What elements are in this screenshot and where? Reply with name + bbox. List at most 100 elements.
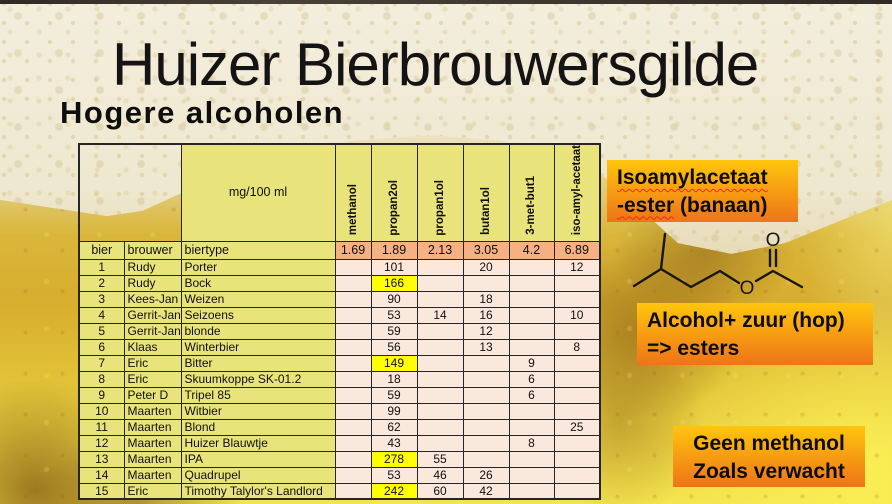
value-cell	[334, 450, 372, 468]
value-cell: 18	[370, 370, 418, 388]
slide-subtitle: Hogere alcoholen	[60, 95, 345, 130]
callout-line: (banaan)	[674, 193, 768, 217]
table-row: 11 Maarten Blond 62 25	[78, 418, 601, 436]
value-cell	[462, 386, 510, 404]
value-cell	[508, 482, 555, 500]
value-cell	[508, 290, 555, 308]
value-cell: 25	[553, 418, 601, 436]
table-row: 7 Eric Bitter 149 9	[78, 354, 601, 372]
brouwer-cell: Rudy	[123, 274, 182, 292]
value-cell	[508, 274, 555, 292]
value-cell	[553, 322, 601, 340]
value-cell	[334, 434, 372, 452]
compound-header-cell: 3-met-but1	[508, 143, 555, 242]
biertype-cell: Tripel 85	[180, 386, 336, 404]
biertype-cell: Winterbier	[180, 338, 336, 356]
value-cell: 56	[370, 338, 418, 356]
compound-header-label: iso-amyl-acetaat	[570, 145, 583, 236]
value-cell: 60	[416, 482, 464, 500]
value-cell	[416, 322, 464, 340]
callout-isoamylacetaat: Isoamylacetaat -ester (banaan)	[607, 160, 798, 222]
value-cell	[553, 466, 601, 484]
bier-nr-cell: 5	[78, 322, 125, 340]
header-spacer	[79, 144, 181, 241]
bier-nr-cell: 14	[78, 466, 125, 484]
value-cell	[508, 306, 555, 324]
value-cell	[553, 354, 601, 372]
value-cell	[334, 290, 372, 308]
biertype-cell: blonde	[180, 322, 336, 340]
table-row: 1 Rudy Porter 101 20 12	[78, 258, 601, 276]
ester-chain	[754, 269, 804, 289]
value-cell	[553, 434, 601, 452]
value-cell	[334, 258, 372, 276]
brouwer-cell: Maarten	[123, 402, 182, 420]
callout-line: => esters	[647, 336, 740, 360]
value-cell: 42	[462, 482, 510, 500]
value-cell	[508, 418, 555, 436]
table-row: 12 Maarten Huizer Blauwtje 43 8	[78, 434, 601, 452]
table-row: 8 Eric Skuumkoppe SK-01.2 18 6	[78, 370, 601, 388]
retention-value-cell: 6.89	[553, 240, 601, 260]
value-cell	[334, 482, 372, 500]
compound-header-label: butan1ol	[479, 187, 492, 236]
bier-nr-cell: 11	[78, 418, 125, 436]
callout-geen-methanol: Geen methanol Zoals verwacht	[673, 426, 865, 487]
bier-nr-cell: 1	[78, 258, 125, 276]
value-cell	[508, 450, 555, 468]
brouwer-cell: Klaas	[123, 338, 182, 356]
value-cell: 53	[370, 306, 418, 324]
value-cell	[334, 338, 372, 356]
value-cell: 166	[370, 274, 418, 292]
value-cell	[334, 386, 372, 404]
bier-nr-cell: 12	[78, 434, 125, 452]
table-row: 13 Maarten IPA 278 55	[78, 450, 601, 468]
value-cell	[462, 434, 510, 452]
value-cell: 9	[508, 354, 555, 372]
brouwer-cell: Kees-Jan	[123, 290, 182, 308]
compound-header-label: 3-met-but1	[525, 176, 538, 236]
callout-line: Geen methanol	[693, 432, 845, 455]
value-cell	[508, 338, 555, 356]
value-cell	[553, 370, 601, 388]
callout-line: Alcohol+ zuur (hop)	[647, 309, 845, 332]
value-cell	[334, 370, 372, 388]
value-cell: 10	[553, 306, 601, 324]
brouwer-cell: Maarten	[123, 434, 182, 452]
value-cell	[334, 418, 372, 436]
value-cell: 14	[416, 306, 464, 324]
table-row: 3 Kees-Jan Weizen 90 18	[78, 290, 601, 308]
value-cell: 46	[416, 466, 464, 484]
ester-oxygen-label: O	[740, 278, 755, 299]
column-label-row: bier brouwer biertype 1.69 1.89 2.13 3.05 4.2 6.…	[78, 240, 601, 260]
callout-line: -ester	[617, 193, 675, 217]
photo-top-edge	[0, 0, 892, 4]
biertype-cell: Skuumkoppe SK-01.2	[180, 370, 336, 388]
callout-esters: Alcohol+ zuur (hop) => esters	[637, 303, 873, 365]
value-cell: 6	[508, 386, 555, 404]
brouwer-cell: Maarten	[123, 450, 182, 468]
bier-nr-cell: 6	[78, 338, 125, 356]
biertype-cell: Seizoens	[180, 306, 336, 324]
carbonyl-oxygen-label: O	[766, 230, 781, 251]
value-cell: 12	[462, 322, 510, 340]
value-cell	[334, 322, 372, 340]
brouwer-cell: Eric	[123, 482, 182, 500]
value-cell	[334, 466, 372, 484]
table-row: 2 Rudy Bock 166	[78, 274, 601, 292]
unit-label-cell: mg/100 ml	[180, 143, 336, 242]
value-cell: 149	[370, 354, 418, 372]
table-row: 5 Gerrit-Jan blonde 59 12	[78, 322, 601, 340]
value-cell: 20	[462, 258, 510, 276]
biertype-cell: Weizen	[180, 290, 336, 308]
bier-nr-cell: 9	[78, 386, 125, 404]
table-row: 6 Klaas Winterbier 56 13 8	[78, 338, 601, 356]
value-cell	[334, 306, 372, 324]
table-row: 15 Eric Timothy Talylor's Landlord 242 60 42	[78, 482, 601, 500]
value-cell	[553, 482, 601, 500]
value-cell	[416, 354, 464, 372]
value-cell	[462, 450, 510, 468]
value-cell	[462, 402, 510, 420]
table-row: 14 Maarten Quadrupel 53 46 26	[78, 466, 601, 484]
value-cell	[508, 258, 555, 276]
